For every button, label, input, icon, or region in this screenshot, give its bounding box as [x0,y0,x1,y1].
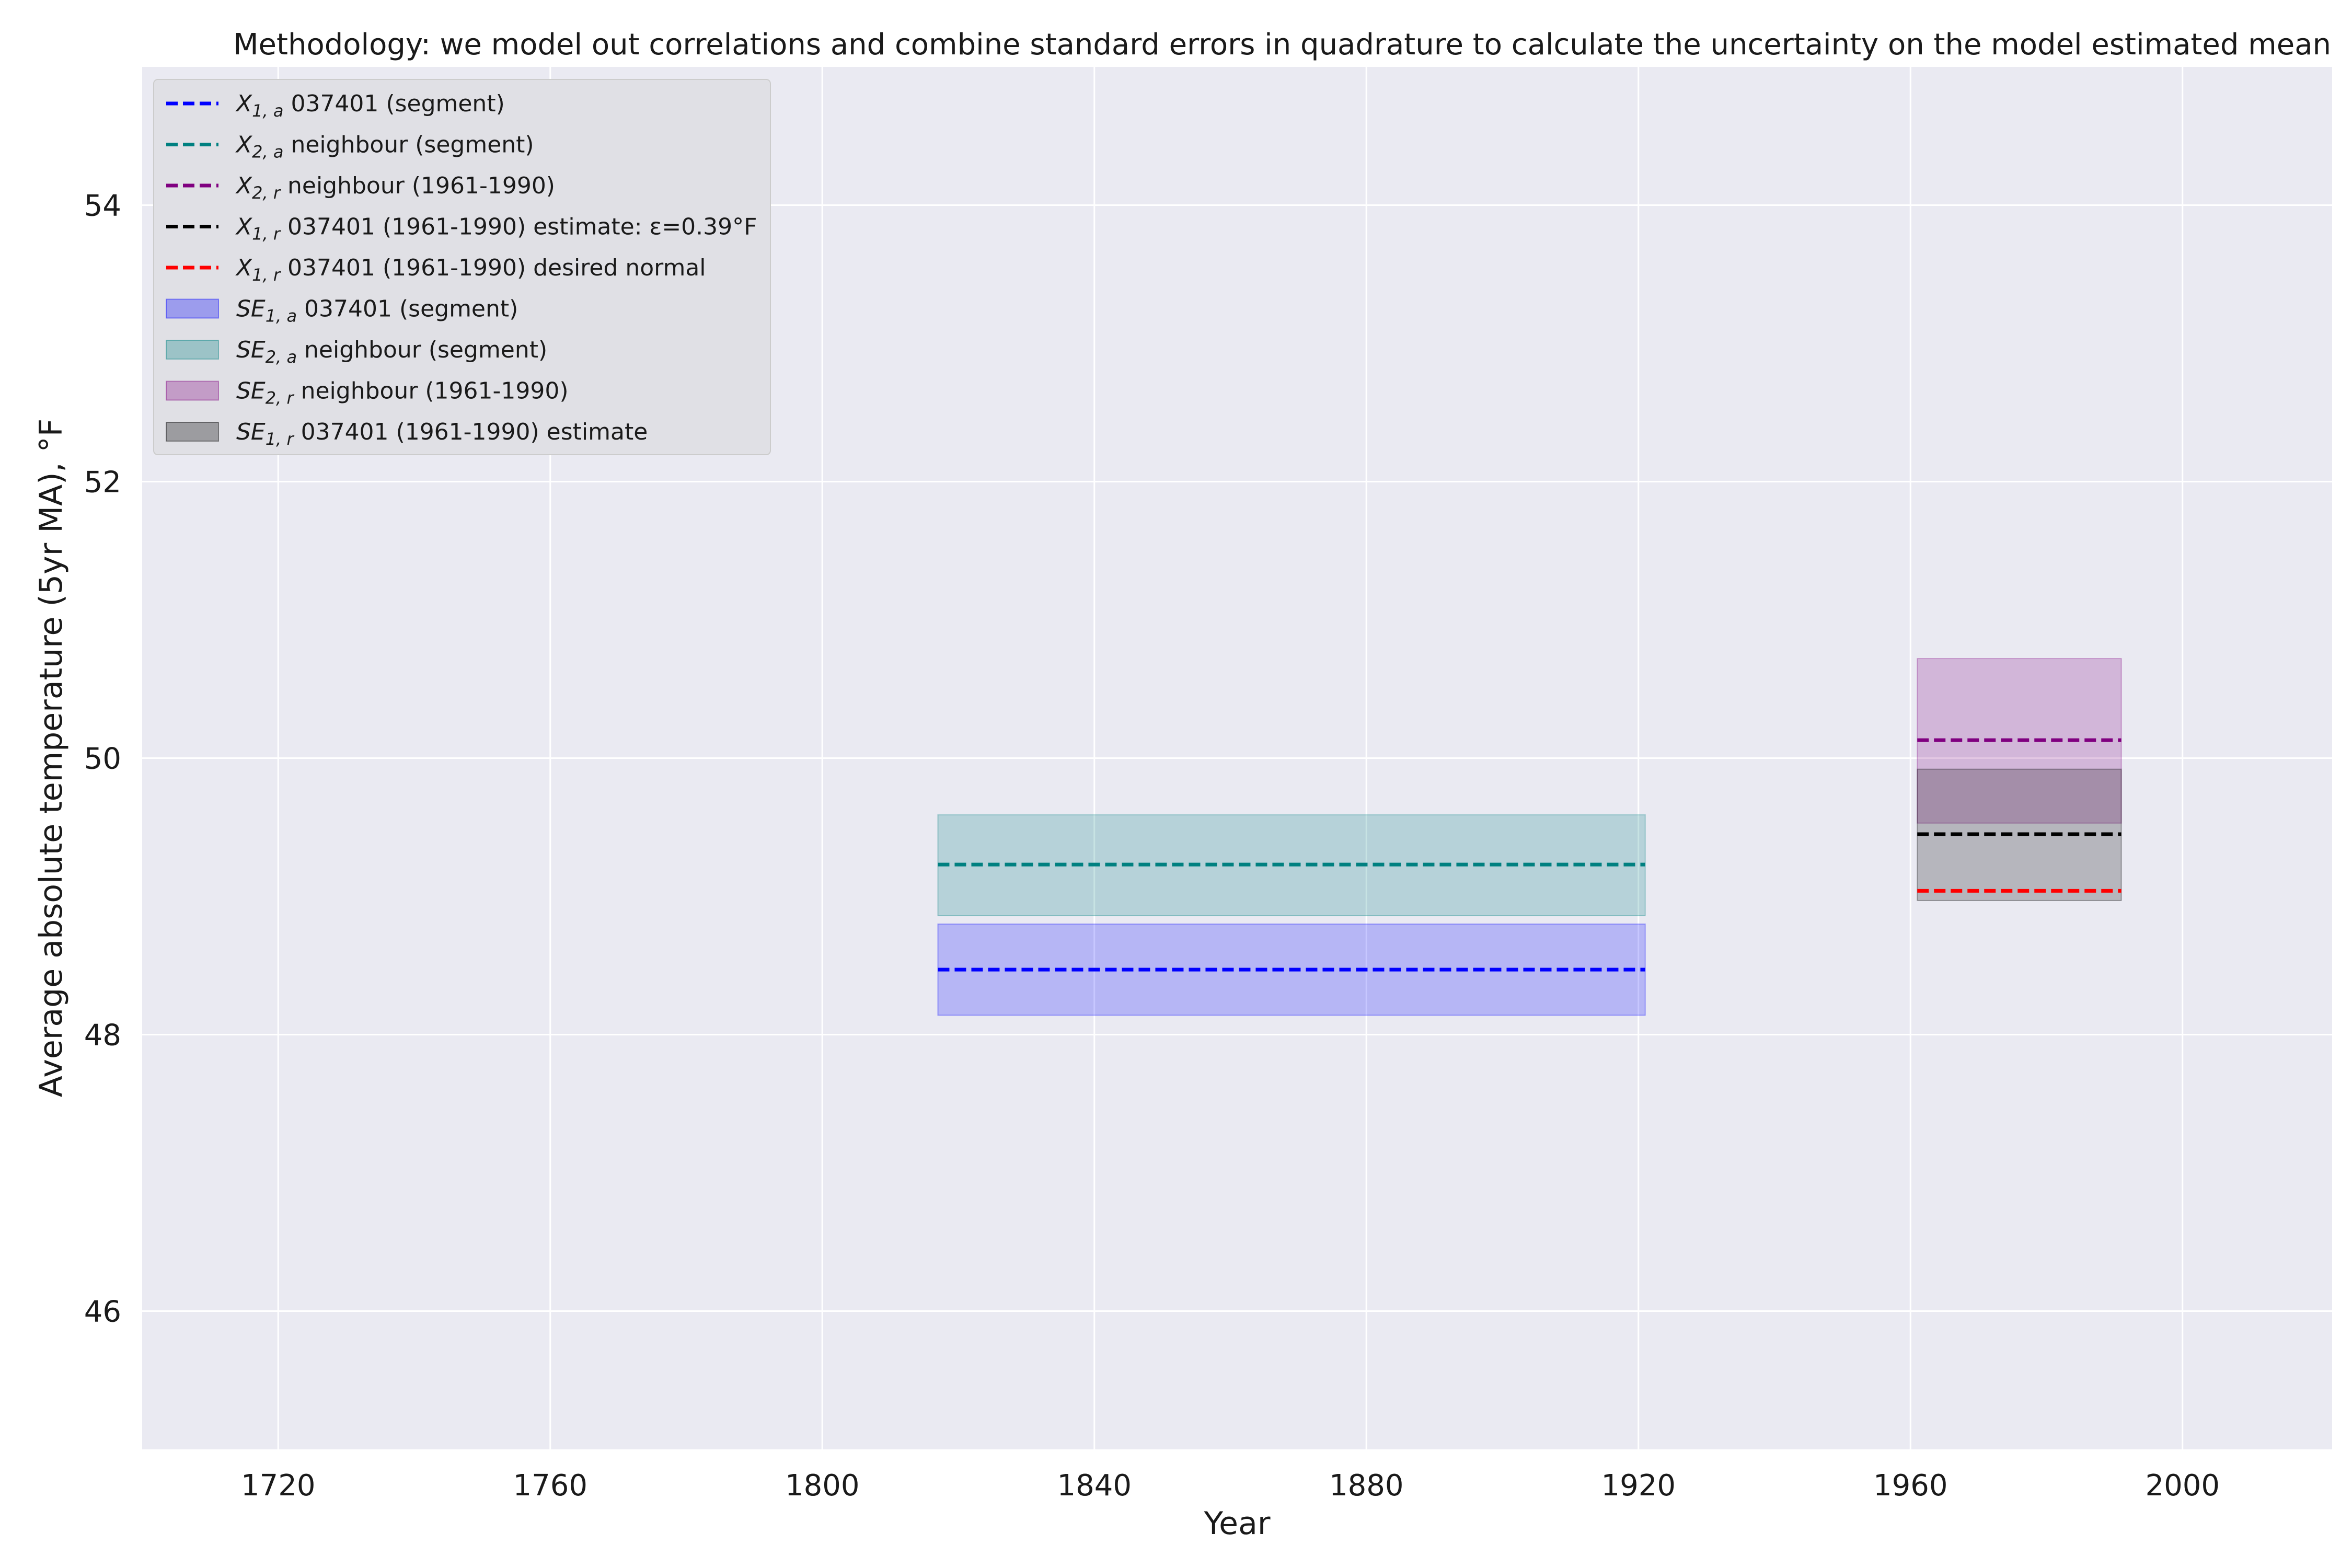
legend-label: SE1, a 037401 (segment) [236,296,518,326]
x-tick-label: 1880 [1329,1469,1404,1503]
legend-band-swatch [166,340,219,360]
chart-title: Methodology: we model out correlations a… [233,28,2331,62]
legend-label: X1, a 037401 (segment) [235,90,505,121]
x-tick-label: 1720 [241,1469,316,1503]
legend-label: X2, r neighbour (1961-1990) [235,172,555,203]
x-tick-label: 1960 [1873,1469,1948,1503]
legend-label: X1, r 037401 (1961-1990) desired normal [235,255,706,285]
legend-label: SE2, a neighbour (segment) [236,337,547,367]
legend-label: X2, a neighbour (segment) [235,132,534,162]
legend-band-swatch [166,422,219,442]
legend-band-swatch [166,298,219,319]
y-tick-label: 46 [84,1295,121,1329]
legend-label: X1, r 037401 (1961-1990) estimate: ε=0.3… [235,214,757,244]
x-tick-label: 2000 [2145,1469,2220,1503]
y-tick-label: 48 [84,1019,121,1053]
y-tick-label: 52 [84,466,121,500]
x-tick-label: 1800 [785,1469,860,1503]
y-tick-label: 50 [84,742,121,776]
x-tick-label: 1760 [513,1469,587,1503]
x-tick-label: 1920 [1601,1469,1676,1503]
legend: X1, a 037401 (segment) X2, a neighbour (s… [153,79,771,455]
legend-band-swatch [166,381,219,401]
legend-label: SE1, r 037401 (1961-1990) estimate [236,419,648,449]
y-axis-label: Average absolute temperature (5yr MA), °… [33,419,70,1097]
x-axis-label: Year [1203,1505,1270,1542]
y-tick-labels: 46 48 50 52 54 [84,189,121,1329]
x-tick-labels: 1720 1760 1800 1840 1880 1920 1960 2000 [241,1469,2220,1503]
y-tick-label: 54 [84,189,121,223]
x-tick-label: 1840 [1057,1469,1132,1503]
grid [142,67,2332,1449]
series-lines [938,738,2122,972]
legend-box [153,79,771,455]
legend-label: SE2, r neighbour (1961-1990) [236,378,569,408]
